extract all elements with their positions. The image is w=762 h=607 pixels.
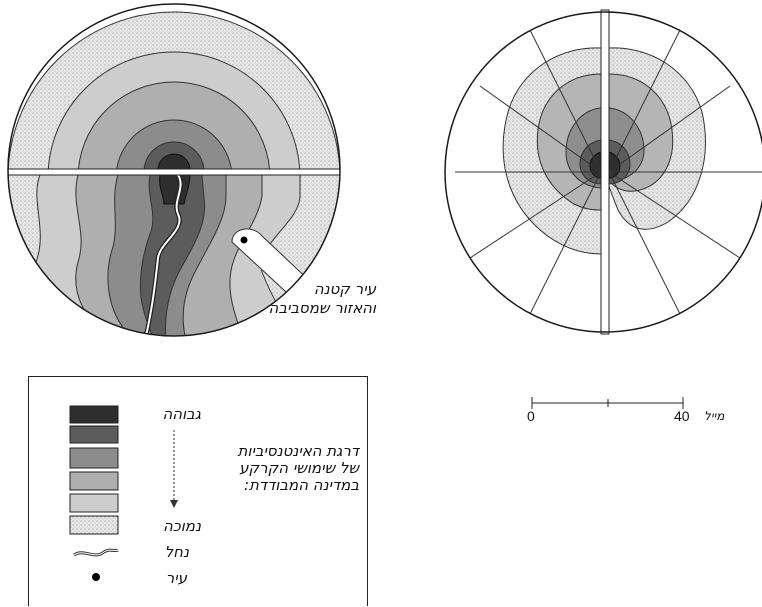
legend-high-label: גבוהה xyxy=(162,405,201,423)
swatch-zone5 xyxy=(69,493,119,513)
right-map-spokes xyxy=(455,29,762,315)
legend: גבוהה דרגת האינטנסיביות של שימושי הקרקע … xyxy=(28,376,368,606)
swatch-zone3 xyxy=(69,447,119,469)
legend-city-label: עיר xyxy=(165,569,187,587)
swatch-zone6 xyxy=(69,515,119,535)
legend-swatches xyxy=(69,405,119,535)
right-map-left-zones xyxy=(502,47,602,255)
small-city-callout: עיר קטנה והאזור שמסביבה xyxy=(266,280,376,318)
city-dot-icon xyxy=(92,573,100,581)
legend-title-line1: דרגת האינטנסיביות xyxy=(237,442,359,460)
swatch-zone1 xyxy=(69,405,119,424)
right-map-divider xyxy=(600,9,610,335)
swatch-zone2 xyxy=(69,425,119,444)
river-highlight xyxy=(143,171,182,336)
left-map xyxy=(7,3,341,337)
right-map-outline xyxy=(444,11,762,333)
small-city-callout-line1: עיר קטנה xyxy=(313,280,376,298)
left-map-outline xyxy=(7,3,341,337)
swatch-zone4 xyxy=(69,471,119,491)
legend-title-line3: במדינה המבודדת: xyxy=(243,476,359,494)
zone2-region xyxy=(139,175,206,336)
scale-bar xyxy=(531,397,684,409)
left-map-bottom-zones xyxy=(8,175,340,336)
legend-low-label: נמוכה xyxy=(162,517,201,535)
scale-unit: מייל xyxy=(704,409,725,423)
legend-title-line2: של שימושי הקרקע xyxy=(239,459,359,477)
zone1-region xyxy=(159,175,191,205)
scale-end: 40 xyxy=(674,408,690,424)
small-city-callout-line2: והאזור שמסביבה xyxy=(268,299,376,317)
left-map-divider xyxy=(7,168,341,176)
legend-river-icon-highlight xyxy=(73,549,119,556)
legend-title: דרגת האינטנסיביות של שימושי הקרקע במדינה… xyxy=(219,443,359,494)
right-map xyxy=(444,9,762,335)
legend-river-label: נחל xyxy=(164,543,189,561)
small-city-dot xyxy=(240,236,248,244)
right-map-right-zones xyxy=(608,47,706,230)
scale-start: 0 xyxy=(527,408,535,424)
legend-arrow-head xyxy=(170,500,178,508)
